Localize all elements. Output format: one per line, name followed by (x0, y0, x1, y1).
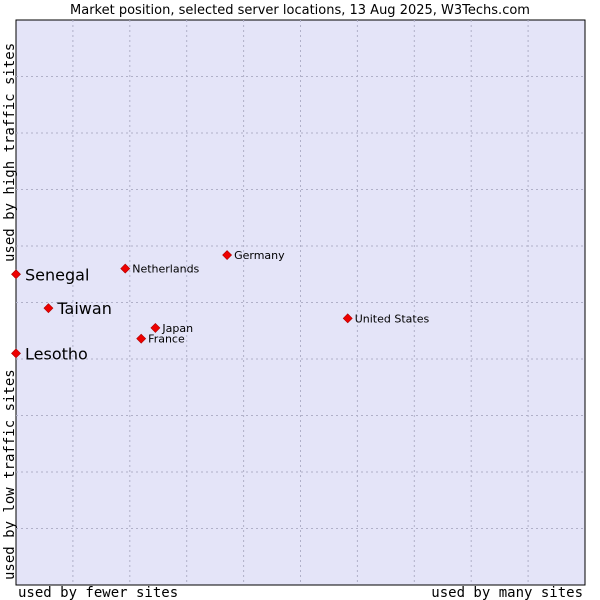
point-marker (120, 263, 131, 274)
point-label: France (148, 333, 185, 346)
point-label: Japan (161, 322, 193, 335)
point-netherlands: Netherlands (120, 263, 200, 276)
point-label: Germany (234, 249, 285, 262)
point-marker (11, 269, 21, 280)
chart-title: Market position, selected server locatio… (70, 3, 530, 18)
point-marker (150, 323, 161, 333)
point-label: Netherlands (132, 263, 199, 276)
point-japan: Japan (150, 322, 193, 335)
grid-lines (16, 20, 585, 585)
point-label: Senegal (25, 265, 89, 284)
point-france: France (136, 333, 185, 346)
point-senegal: Senegal (11, 265, 89, 284)
x-axis-label-high: used by many sites (431, 585, 583, 600)
y-axis-label-high: used by high traffic sites (2, 43, 18, 262)
point-label: United States (355, 312, 430, 325)
point-label: Lesotho (25, 344, 88, 363)
point-marker (43, 303, 54, 314)
point-germany: Germany (222, 249, 285, 262)
point-marker (222, 250, 233, 260)
point-taiwan: Taiwan (43, 299, 112, 318)
point-marker (11, 348, 21, 359)
point-label: Taiwan (56, 299, 111, 318)
data-points: Senegal Taiwan Lesotho Netherlands Germany Ja… (11, 249, 430, 363)
point-united-states: United States (342, 312, 430, 325)
y-axis-label-low: used by low traffic sites (2, 369, 18, 580)
point-marker (342, 313, 353, 324)
point-lesotho: Lesotho (11, 344, 88, 363)
x-axis-label-low: used by fewer sites (18, 585, 178, 600)
point-marker (136, 333, 147, 344)
